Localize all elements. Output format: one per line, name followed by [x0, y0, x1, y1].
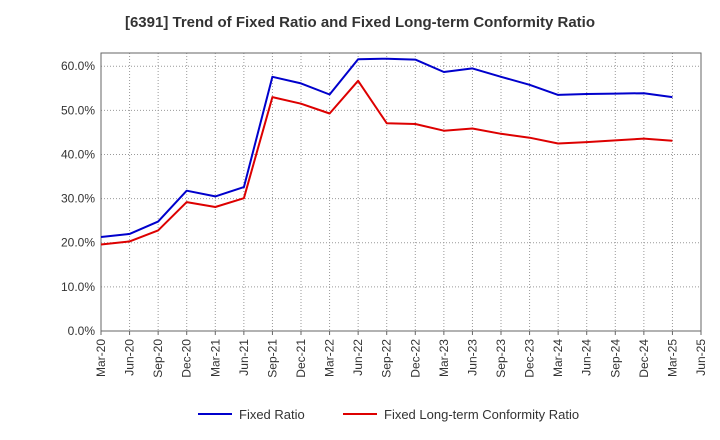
- series-line: [100, 57, 673, 238]
- series-line: [100, 79, 673, 246]
- x-tick-label: Mar-20: [94, 339, 108, 377]
- x-tick-label: Jun-20: [123, 339, 137, 376]
- x-tick-label: Sep-24: [608, 339, 622, 378]
- x-tick-label: Dec-21: [294, 339, 308, 378]
- plot-frame: [100, 52, 702, 332]
- x-tick-label: Sep-22: [380, 339, 394, 378]
- y-tick-label: 60.0%: [61, 59, 95, 73]
- x-tick-label: Sep-21: [265, 339, 279, 378]
- x-tick-label: Mar-22: [323, 339, 337, 377]
- legend-label: Fixed Ratio: [239, 407, 305, 422]
- legend-label: Fixed Long-term Conformity Ratio: [384, 407, 579, 422]
- x-tick-label: Sep-20: [151, 339, 165, 378]
- x-tick-label: Jun-22: [351, 339, 365, 376]
- x-tick-label: Jun-24: [580, 339, 594, 376]
- x-tick-label: Dec-23: [523, 339, 537, 378]
- plot-area: [101, 53, 701, 331]
- chart-title: [6391] Trend of Fixed Ratio and Fixed Lo…: [124, 14, 596, 31]
- x-tick-label: Dec-20: [180, 339, 194, 378]
- y-tick-label: 50.0%: [61, 103, 95, 117]
- x-tick-label: Mar-24: [551, 339, 565, 377]
- y-tick-label: 0.0%: [68, 324, 96, 338]
- y-tick-label: 20.0%: [61, 236, 95, 250]
- x-tick-label: Jun-23: [465, 339, 479, 376]
- y-tick-label: 40.0%: [61, 147, 95, 161]
- y-tick-label: 10.0%: [61, 280, 95, 294]
- y-tick-label: 30.0%: [61, 192, 95, 206]
- x-tick-label: Dec-24: [637, 339, 651, 378]
- x-tick-label: Dec-22: [408, 339, 422, 378]
- x-tick-label: Jun-25: [694, 339, 708, 376]
- x-tick-label: Jun-21: [237, 339, 251, 376]
- x-tick-label: Mar-25: [665, 339, 679, 377]
- x-tick-label: Mar-23: [437, 339, 451, 377]
- x-tick-label: Sep-23: [494, 339, 508, 378]
- x-tick-label: Mar-21: [208, 339, 222, 377]
